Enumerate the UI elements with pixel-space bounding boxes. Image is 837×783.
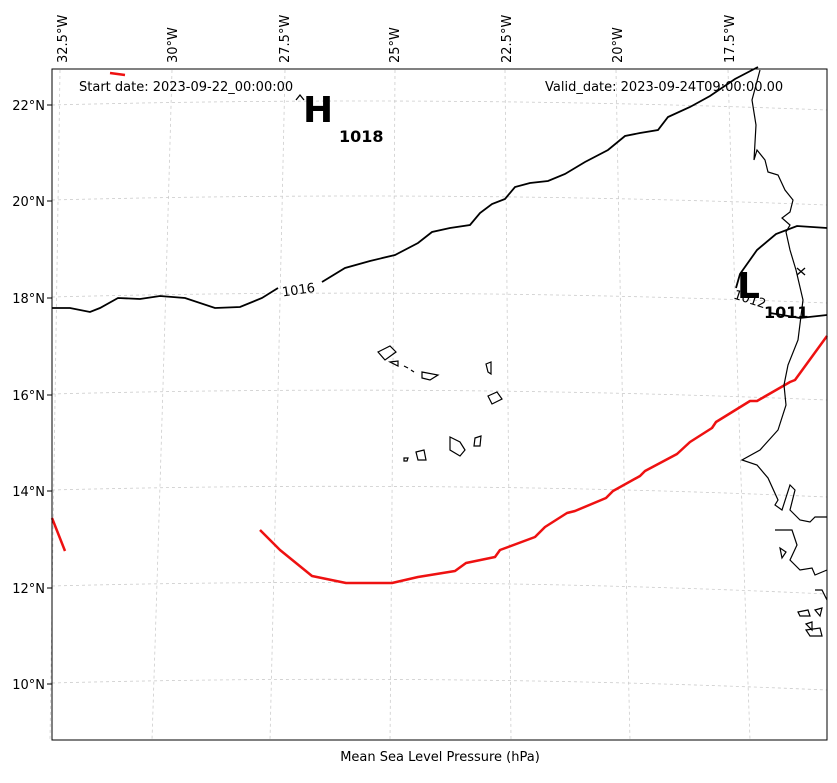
lon-tick-label: 27.5°W xyxy=(278,15,293,63)
graticule xyxy=(49,69,828,741)
lon-tick-label: 20°W xyxy=(611,27,626,63)
lat-tick-label: 12°N xyxy=(12,582,45,597)
storm-track-line xyxy=(50,71,829,585)
lon-tick-label: 17.5°W xyxy=(723,15,738,63)
low-center-marker-x xyxy=(796,267,806,276)
lat-tick-label: 14°N xyxy=(12,485,45,500)
valid-date: Valid_date: 2023-09-24T09:00:00.00 xyxy=(545,80,783,95)
lon-tick-labels: 32.5°W 30°W 27.5°W 25°W 22.5°W 20°W 17.5… xyxy=(56,15,738,63)
lon-tick-label: 30°W xyxy=(166,27,181,63)
cape-verde-islands xyxy=(377,345,503,462)
lon-tick-label: 32.5°W xyxy=(56,15,71,63)
lat-tick-label: 22°N xyxy=(12,99,45,114)
high-pressure-symbol: H xyxy=(303,90,333,131)
low-pressure-value: 1011 xyxy=(764,303,809,322)
tick-marks xyxy=(47,104,52,685)
coastline xyxy=(740,69,828,637)
lat-tick-label: 16°N xyxy=(12,389,45,404)
high-pressure-value: 1018 xyxy=(339,127,384,146)
map-frame xyxy=(51,68,828,741)
isobar-1016 xyxy=(52,287,279,313)
high-center-marker-caret xyxy=(295,93,305,101)
isobar-1012 xyxy=(735,225,828,289)
map-caption: Mean Sea Level Pressure (hPa) xyxy=(340,750,540,765)
start-date: Start date: 2023-09-22_00:00:00 xyxy=(79,80,293,95)
lat-tick-label: 10°N xyxy=(12,678,45,693)
low-pressure-symbol: L xyxy=(737,266,760,307)
lat-tick-label: 20°N xyxy=(12,195,45,210)
lon-tick-label: 22.5°W xyxy=(500,15,515,63)
lat-tick-label: 18°N xyxy=(12,292,45,307)
isobar-1012-b xyxy=(769,312,828,319)
isobars xyxy=(52,66,828,319)
isobar-1016-b xyxy=(321,66,759,283)
lon-tick-label: 25°W xyxy=(388,27,403,63)
isobar-label: 1016 xyxy=(281,281,316,300)
lat-tick-labels: 22°N 20°N 18°N 16°N 14°N 12°N 10°N xyxy=(12,99,45,693)
